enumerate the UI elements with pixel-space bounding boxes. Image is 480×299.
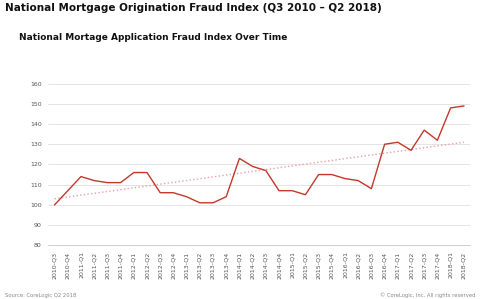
Text: Source: CoreLogic Q2 2018: Source: CoreLogic Q2 2018 [5,292,76,298]
Text: © CoreLogic, Inc. All rights reserved: © CoreLogic, Inc. All rights reserved [380,292,475,298]
Text: National Mortage Application Fraud Index Over Time: National Mortage Application Fraud Index… [19,33,288,42]
Text: National Mortgage Origination Fraud Index (Q3 2010 – Q2 2018): National Mortgage Origination Fraud Inde… [5,3,382,13]
